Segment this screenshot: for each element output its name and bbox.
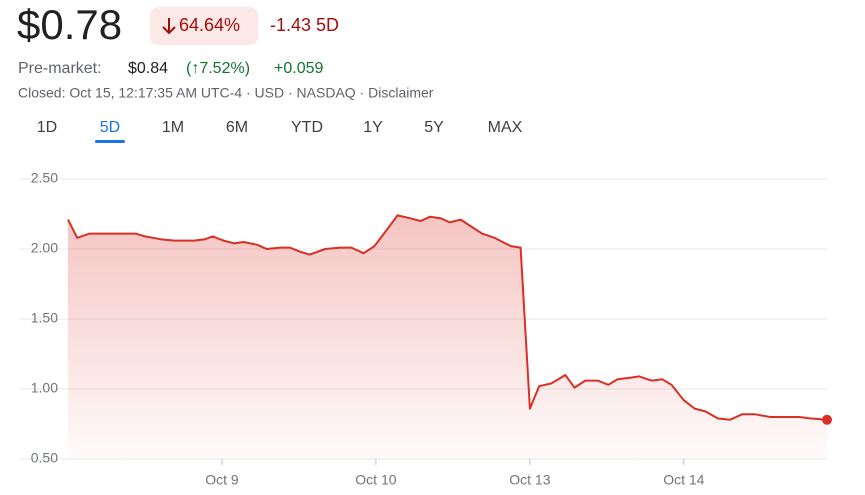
- change-badge: [150, 7, 258, 45]
- y-tick-label: 0.50: [31, 450, 58, 466]
- range-tab[interactable]: 1D: [37, 119, 57, 136]
- premarket-change: +0.059: [274, 60, 323, 77]
- range-tab[interactable]: 6M: [226, 119, 248, 136]
- y-tick-label: 1.50: [31, 310, 58, 326]
- range-tab[interactable]: YTD: [291, 119, 323, 136]
- change-percent: 64.64%: [179, 15, 240, 35]
- range-tab[interactable]: MAX: [488, 119, 523, 136]
- y-tick-label: 1.00: [31, 380, 58, 396]
- premarket-price: $0.84: [128, 60, 168, 77]
- status-line: Closed: Oct 15, 12:17:35 AM UTC-4 · USD …: [18, 85, 434, 101]
- range-tab[interactable]: 5Y: [424, 119, 444, 136]
- premarket-label: Pre-market:: [18, 60, 102, 77]
- current-price-dot: [822, 414, 832, 425]
- y-tick-label: 2.50: [31, 170, 58, 186]
- chart: 0.50 1.00 1.50 2.00 2.50 Oct 9 Oct 10 Oct 13 Oct…: [20, 170, 832, 488]
- selected-tab-underline: [95, 140, 125, 143]
- area-fill: [68, 215, 827, 459]
- range-tab[interactable]: 5D: [100, 119, 120, 136]
- down-arrow-icon: [162, 18, 176, 35]
- x-tick-label: Oct 14: [663, 472, 704, 488]
- change-period: -1.43 5D: [270, 15, 339, 35]
- range-tab[interactable]: 1M: [162, 119, 184, 136]
- price: $0.78: [17, 1, 122, 48]
- range-tabs: 1D 5D 1M 6M YTD 1Y 5Y MAX: [37, 119, 523, 143]
- y-tick-label: 2.00: [31, 240, 58, 256]
- x-tick-label: Oct 13: [509, 472, 550, 488]
- price-line: [67, 214, 828, 421]
- x-tick-label: Oct 9: [205, 472, 239, 488]
- range-tab[interactable]: 1Y: [363, 119, 383, 136]
- premarket-percent: (↑7.52%): [186, 60, 250, 77]
- x-tick-label: Oct 10: [355, 472, 396, 488]
